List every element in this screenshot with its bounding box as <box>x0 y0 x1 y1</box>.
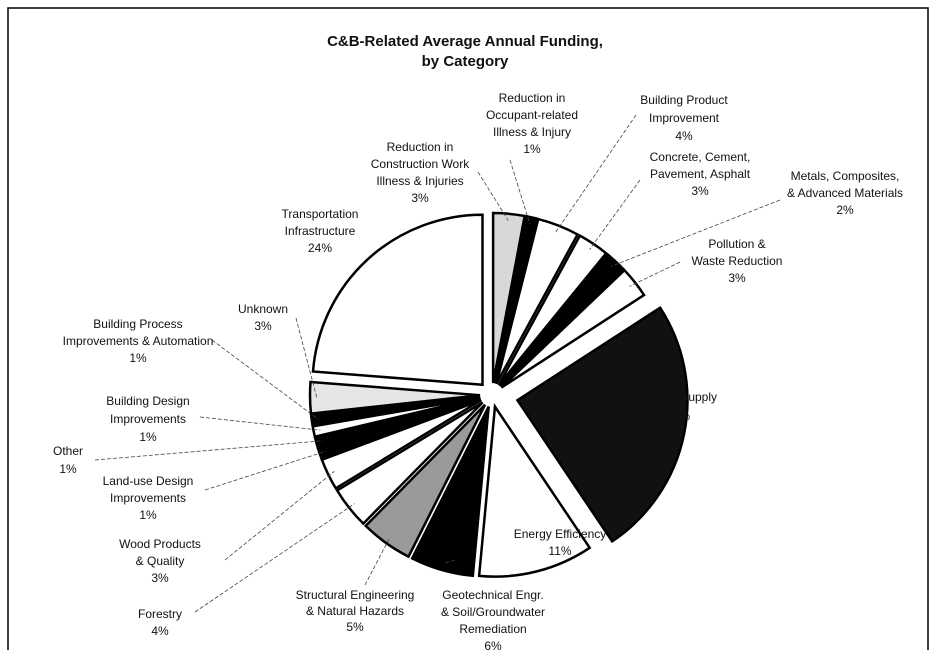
value-label: 25% <box>666 409 690 423</box>
value-label: 6% <box>484 639 502 650</box>
slice-label: Improvements <box>110 491 186 505</box>
slice-label: Geotechnical Engr. <box>442 588 543 602</box>
leader-line <box>477 171 509 221</box>
value-label: 1% <box>59 462 77 476</box>
leader-line <box>629 261 681 287</box>
slice-label: Illness & Injury <box>493 125 571 139</box>
slice-label: Remediation <box>459 622 526 636</box>
slice-label: Waste Reduction <box>692 254 783 268</box>
slice-label: Construction Work <box>371 157 470 171</box>
slice-label: Improvement <box>649 111 720 125</box>
frame <box>7 7 929 650</box>
value-label: 3% <box>254 319 272 333</box>
leader-line <box>194 503 355 613</box>
slice-label: Illness & Injuries <box>376 174 463 188</box>
slice-label: Improvements <box>110 412 186 426</box>
slice-label: Pavement, Asphalt <box>650 167 751 181</box>
leader-line <box>94 440 323 461</box>
pie-slice <box>308 380 481 416</box>
pie-slice <box>499 252 625 388</box>
pie-slice <box>311 213 484 387</box>
slice-label: Energy Supply <box>639 390 717 404</box>
pie-slice <box>495 217 580 385</box>
value-label: 3% <box>691 184 709 198</box>
slice-label: Metals, Composites, <box>791 169 900 183</box>
slice-label: Building Product <box>640 93 728 107</box>
leader-line <box>211 339 319 420</box>
slice-label: Reduction in <box>499 91 566 105</box>
pie-slice <box>309 395 481 428</box>
slice-label: Concrete, Cement, <box>650 150 751 164</box>
leader-line <box>610 199 781 267</box>
value-label: 24% <box>308 241 332 255</box>
slice-label: & Soil/Groundwater <box>441 605 545 619</box>
value-label: 4% <box>675 129 693 143</box>
value-label: 1% <box>139 430 157 444</box>
slice-label: Other <box>53 444 83 458</box>
slice-label: Building Process <box>93 317 182 331</box>
slice-label: Pollution & <box>708 237 765 251</box>
pie-slice <box>410 405 490 578</box>
value-label: 5% <box>346 620 364 634</box>
chart-title: C&B-Related Average Annual Funding, <box>327 33 603 50</box>
leader-line <box>204 450 327 491</box>
slice-label: & Quality <box>136 554 185 568</box>
leader-line <box>443 559 456 564</box>
leader-line <box>589 179 641 250</box>
slice-label: Unknown <box>238 302 288 316</box>
pie-slice <box>493 214 538 384</box>
slice-label: Infrastructure <box>285 224 356 238</box>
pie-slice <box>335 401 484 526</box>
value-label: 1% <box>523 142 541 156</box>
pie-slice <box>363 403 487 559</box>
value-label: 3% <box>411 191 429 205</box>
value-label: 3% <box>151 571 169 585</box>
slice-label: Structural Engineering <box>296 588 415 602</box>
slice-label: Wood Products <box>119 537 201 551</box>
slice-label: Reduction in <box>387 140 454 154</box>
leader-line <box>199 416 321 431</box>
leader-line <box>224 471 335 561</box>
slice-label: & Advanced Materials <box>787 186 903 200</box>
slice-label: Transportation <box>282 207 359 221</box>
value-label: 11% <box>548 544 571 558</box>
slice-label: Occupant-related <box>486 108 578 122</box>
pie-slice <box>500 268 646 389</box>
slice-label: Improvements & Automation <box>63 334 214 348</box>
value-label: 3% <box>728 271 746 285</box>
value-label: 4% <box>151 624 169 638</box>
pie-slice <box>477 403 592 578</box>
leader-line <box>364 537 391 586</box>
leader-line <box>509 159 531 225</box>
slice-label: Land-use Design <box>103 474 194 488</box>
leader-line <box>295 317 318 398</box>
pie-slice <box>491 211 527 384</box>
pie-slice <box>320 399 482 490</box>
pie-slice <box>515 305 689 544</box>
value-label: 1% <box>129 351 147 365</box>
chart-title: by Category <box>422 53 509 70</box>
slice-label: Building Design <box>106 394 189 408</box>
value-label: 2% <box>836 203 854 217</box>
slice-label: Forestry <box>138 607 182 621</box>
slice-label: & Natural Hazards <box>306 604 404 618</box>
slice-label: Energy Efficiency <box>514 527 607 541</box>
value-label: 1% <box>139 508 157 522</box>
